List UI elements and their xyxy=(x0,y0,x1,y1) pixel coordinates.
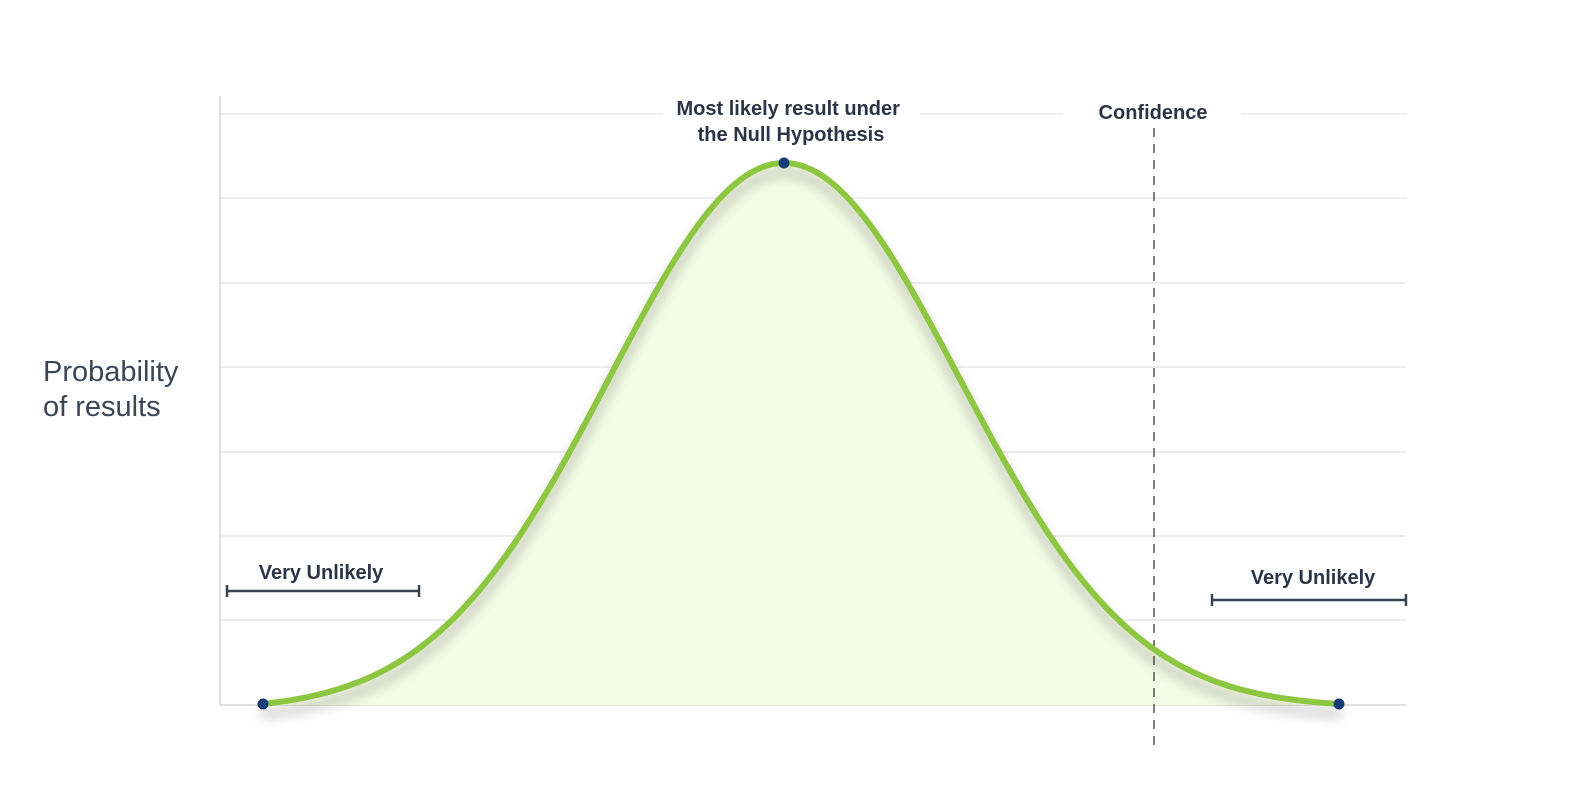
left-tail-bracket xyxy=(225,585,421,597)
right-end-point xyxy=(1333,698,1345,710)
right-tail-label: Very Unlikely xyxy=(1251,567,1376,589)
y-axis-label: Probability of results xyxy=(43,356,186,423)
peak-annotation-line-1: Most likely result under xyxy=(677,98,901,120)
right-tail-bracket xyxy=(1210,594,1408,606)
y-axis-label-line-2: of results xyxy=(43,391,161,423)
peak-annotation-line-2: the Null Hypothesis xyxy=(698,124,885,146)
normal-curve xyxy=(260,160,1342,707)
peak-annotation: Most likely result under the Null Hypoth… xyxy=(677,98,906,146)
left-end-point xyxy=(257,698,269,710)
left-tail-label: Very Unlikely xyxy=(259,562,384,584)
curve-area xyxy=(263,163,1339,705)
y-axis-label-line-1: Probability xyxy=(43,356,179,388)
confidence-label: Confidence xyxy=(1099,102,1208,124)
peak-point xyxy=(778,157,790,169)
